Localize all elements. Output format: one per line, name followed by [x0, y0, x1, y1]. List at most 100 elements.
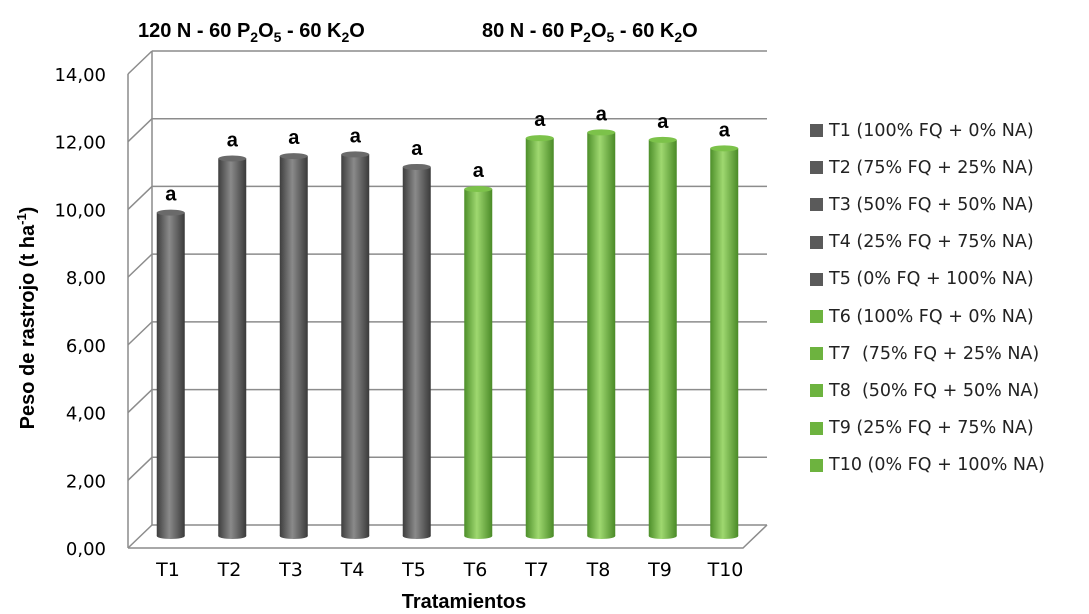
- bar-T7: [525, 138, 554, 536]
- legend-item: T8 (50% FQ + 50% NA): [810, 372, 1086, 409]
- axes: [127, 51, 768, 549]
- bar-label-T1: a: [165, 184, 177, 206]
- legend-swatch: [810, 347, 823, 361]
- bar-cap-T10: [710, 145, 739, 152]
- chart-title-right: 80 N - 60 P2O5 - 60 K2O: [482, 20, 698, 45]
- bar-T5: [402, 166, 431, 536]
- y-tick-label: 12,00: [54, 133, 106, 154]
- legend-item: T7 (75% FQ + 25% NA): [810, 335, 1086, 372]
- bar-label-T6: a: [473, 160, 485, 182]
- legend-label: T5 (0% FQ + 100% NA): [829, 269, 1034, 290]
- legend-swatch: [810, 310, 823, 324]
- legend-swatch: [810, 421, 823, 435]
- legend-label: T7 (75% FQ + 25% NA): [829, 343, 1040, 364]
- bar-label-T2: a: [227, 129, 239, 151]
- bar-base-T6: [464, 533, 493, 539]
- bar-cap-T5: [402, 163, 431, 170]
- legend-swatch: [810, 161, 823, 175]
- bar-label-T9: a: [657, 111, 669, 133]
- bars: [156, 129, 739, 539]
- bar-base-T4: [341, 533, 370, 539]
- gridline-depth: [127, 118, 153, 143]
- legend-label: T9 (25% FQ + 75% NA): [829, 418, 1034, 439]
- y-tick-label: 0,00: [66, 539, 106, 560]
- legend-label: T1 (100% FQ + 0% NA): [829, 120, 1034, 141]
- bar-T3: [279, 156, 308, 536]
- legend-label: T2 (75% FQ + 25% NA): [829, 157, 1034, 178]
- bar-label-T8: a: [596, 103, 608, 125]
- y-tick-label: 6,00: [66, 336, 106, 357]
- x-tick-label-T5: T5: [401, 559, 426, 581]
- bar-cap-T8: [587, 129, 616, 136]
- legend-item: T4 (25% FQ + 75% NA): [810, 224, 1086, 261]
- legend-label: T3 (50% FQ + 50% NA): [829, 194, 1034, 215]
- bar-label-T5: a: [411, 138, 423, 160]
- y-tick-label: 8,00: [66, 268, 106, 289]
- labels: 0,00 2,00 4,00 6,00 8,00 10,00 12,00 14,00 a T1 a T…: [54, 65, 743, 581]
- legend-swatch: [810, 458, 823, 472]
- x-axis-label: Tratamientos: [402, 591, 526, 613]
- bar-T10: [710, 148, 739, 537]
- legend-label: T10 (0% FQ + 100% NA): [829, 455, 1045, 476]
- bar-label-T10: a: [719, 119, 731, 141]
- bar-T4: [341, 154, 370, 536]
- legend-label: T6 (100% FQ + 0% NA): [829, 306, 1034, 327]
- legend-swatch: [810, 272, 823, 286]
- gridline-depth: [127, 456, 153, 481]
- legend-swatch: [810, 384, 823, 398]
- x-tick-label-T3: T3: [278, 559, 303, 581]
- y-tick-label: 14,00: [54, 65, 106, 86]
- x-tick-label-T6: T6: [463, 559, 488, 581]
- x-tick-label-T8: T8: [586, 559, 611, 581]
- bar-cap-T3: [279, 153, 308, 160]
- legend-item: T6 (100% FQ + 0% NA): [810, 298, 1086, 335]
- gridline-depth: [127, 389, 153, 414]
- bar-base-T5: [402, 533, 431, 539]
- bar-label-T7: a: [534, 109, 546, 131]
- legend-item: T1 (100% FQ + 0% NA): [810, 112, 1086, 149]
- bar-T6: [464, 188, 493, 536]
- bar-T2: [218, 158, 247, 536]
- bar-base-T7: [525, 533, 554, 539]
- bar-base-T2: [218, 533, 247, 539]
- bar-cap-T1: [156, 209, 185, 216]
- bar-label-T4: a: [350, 125, 362, 147]
- bar-base-T10: [710, 533, 739, 539]
- y-tick-label: 10,00: [54, 200, 106, 221]
- gridline-depth: [127, 50, 153, 75]
- legend-swatch: [810, 124, 823, 138]
- y-tick-label: 4,00: [66, 404, 106, 425]
- bar-T8: [587, 132, 616, 536]
- legend-label: T4 (25% FQ + 75% NA): [829, 232, 1034, 253]
- gridline-depth: [127, 321, 153, 346]
- legend-item: T10 (0% FQ + 100% NA): [810, 447, 1086, 484]
- legend-item: T5 (0% FQ + 100% NA): [810, 261, 1086, 298]
- bar-base-T9: [648, 533, 677, 539]
- gridline-depth: [127, 524, 153, 549]
- legend-swatch: [810, 198, 823, 212]
- legend-item: T3 (50% FQ + 50% NA): [810, 186, 1086, 223]
- x-tick-label-T7: T7: [524, 559, 549, 581]
- bar-cap-T7: [525, 135, 554, 142]
- bar-cap-T6: [464, 185, 493, 192]
- gridline-depth: [127, 185, 153, 210]
- bar-cap-T2: [218, 155, 247, 162]
- legend-item: T9 (25% FQ + 75% NA): [810, 410, 1086, 447]
- bar-base-T1: [156, 533, 185, 539]
- bar-base-T8: [587, 533, 616, 539]
- bar-base-T3: [279, 533, 308, 539]
- x-tick-label-T2: T2: [217, 559, 242, 581]
- legend-label: T8 (50% FQ + 50% NA): [829, 380, 1040, 401]
- bar-cap-T9: [648, 136, 677, 143]
- legend-item: T2 (75% FQ + 25% NA): [810, 149, 1086, 186]
- x-axis-line: [128, 524, 768, 549]
- bar-T1: [156, 212, 185, 536]
- x-tick-label-T10: T10: [707, 559, 744, 581]
- x-tick-label-T9: T9: [647, 559, 672, 581]
- gridline-depth: [127, 253, 153, 278]
- bar-T9: [648, 139, 677, 536]
- x-tick-label-T1: T1: [155, 559, 180, 581]
- bar-cap-T4: [341, 151, 370, 158]
- y-tick-label: 2,00: [66, 471, 106, 492]
